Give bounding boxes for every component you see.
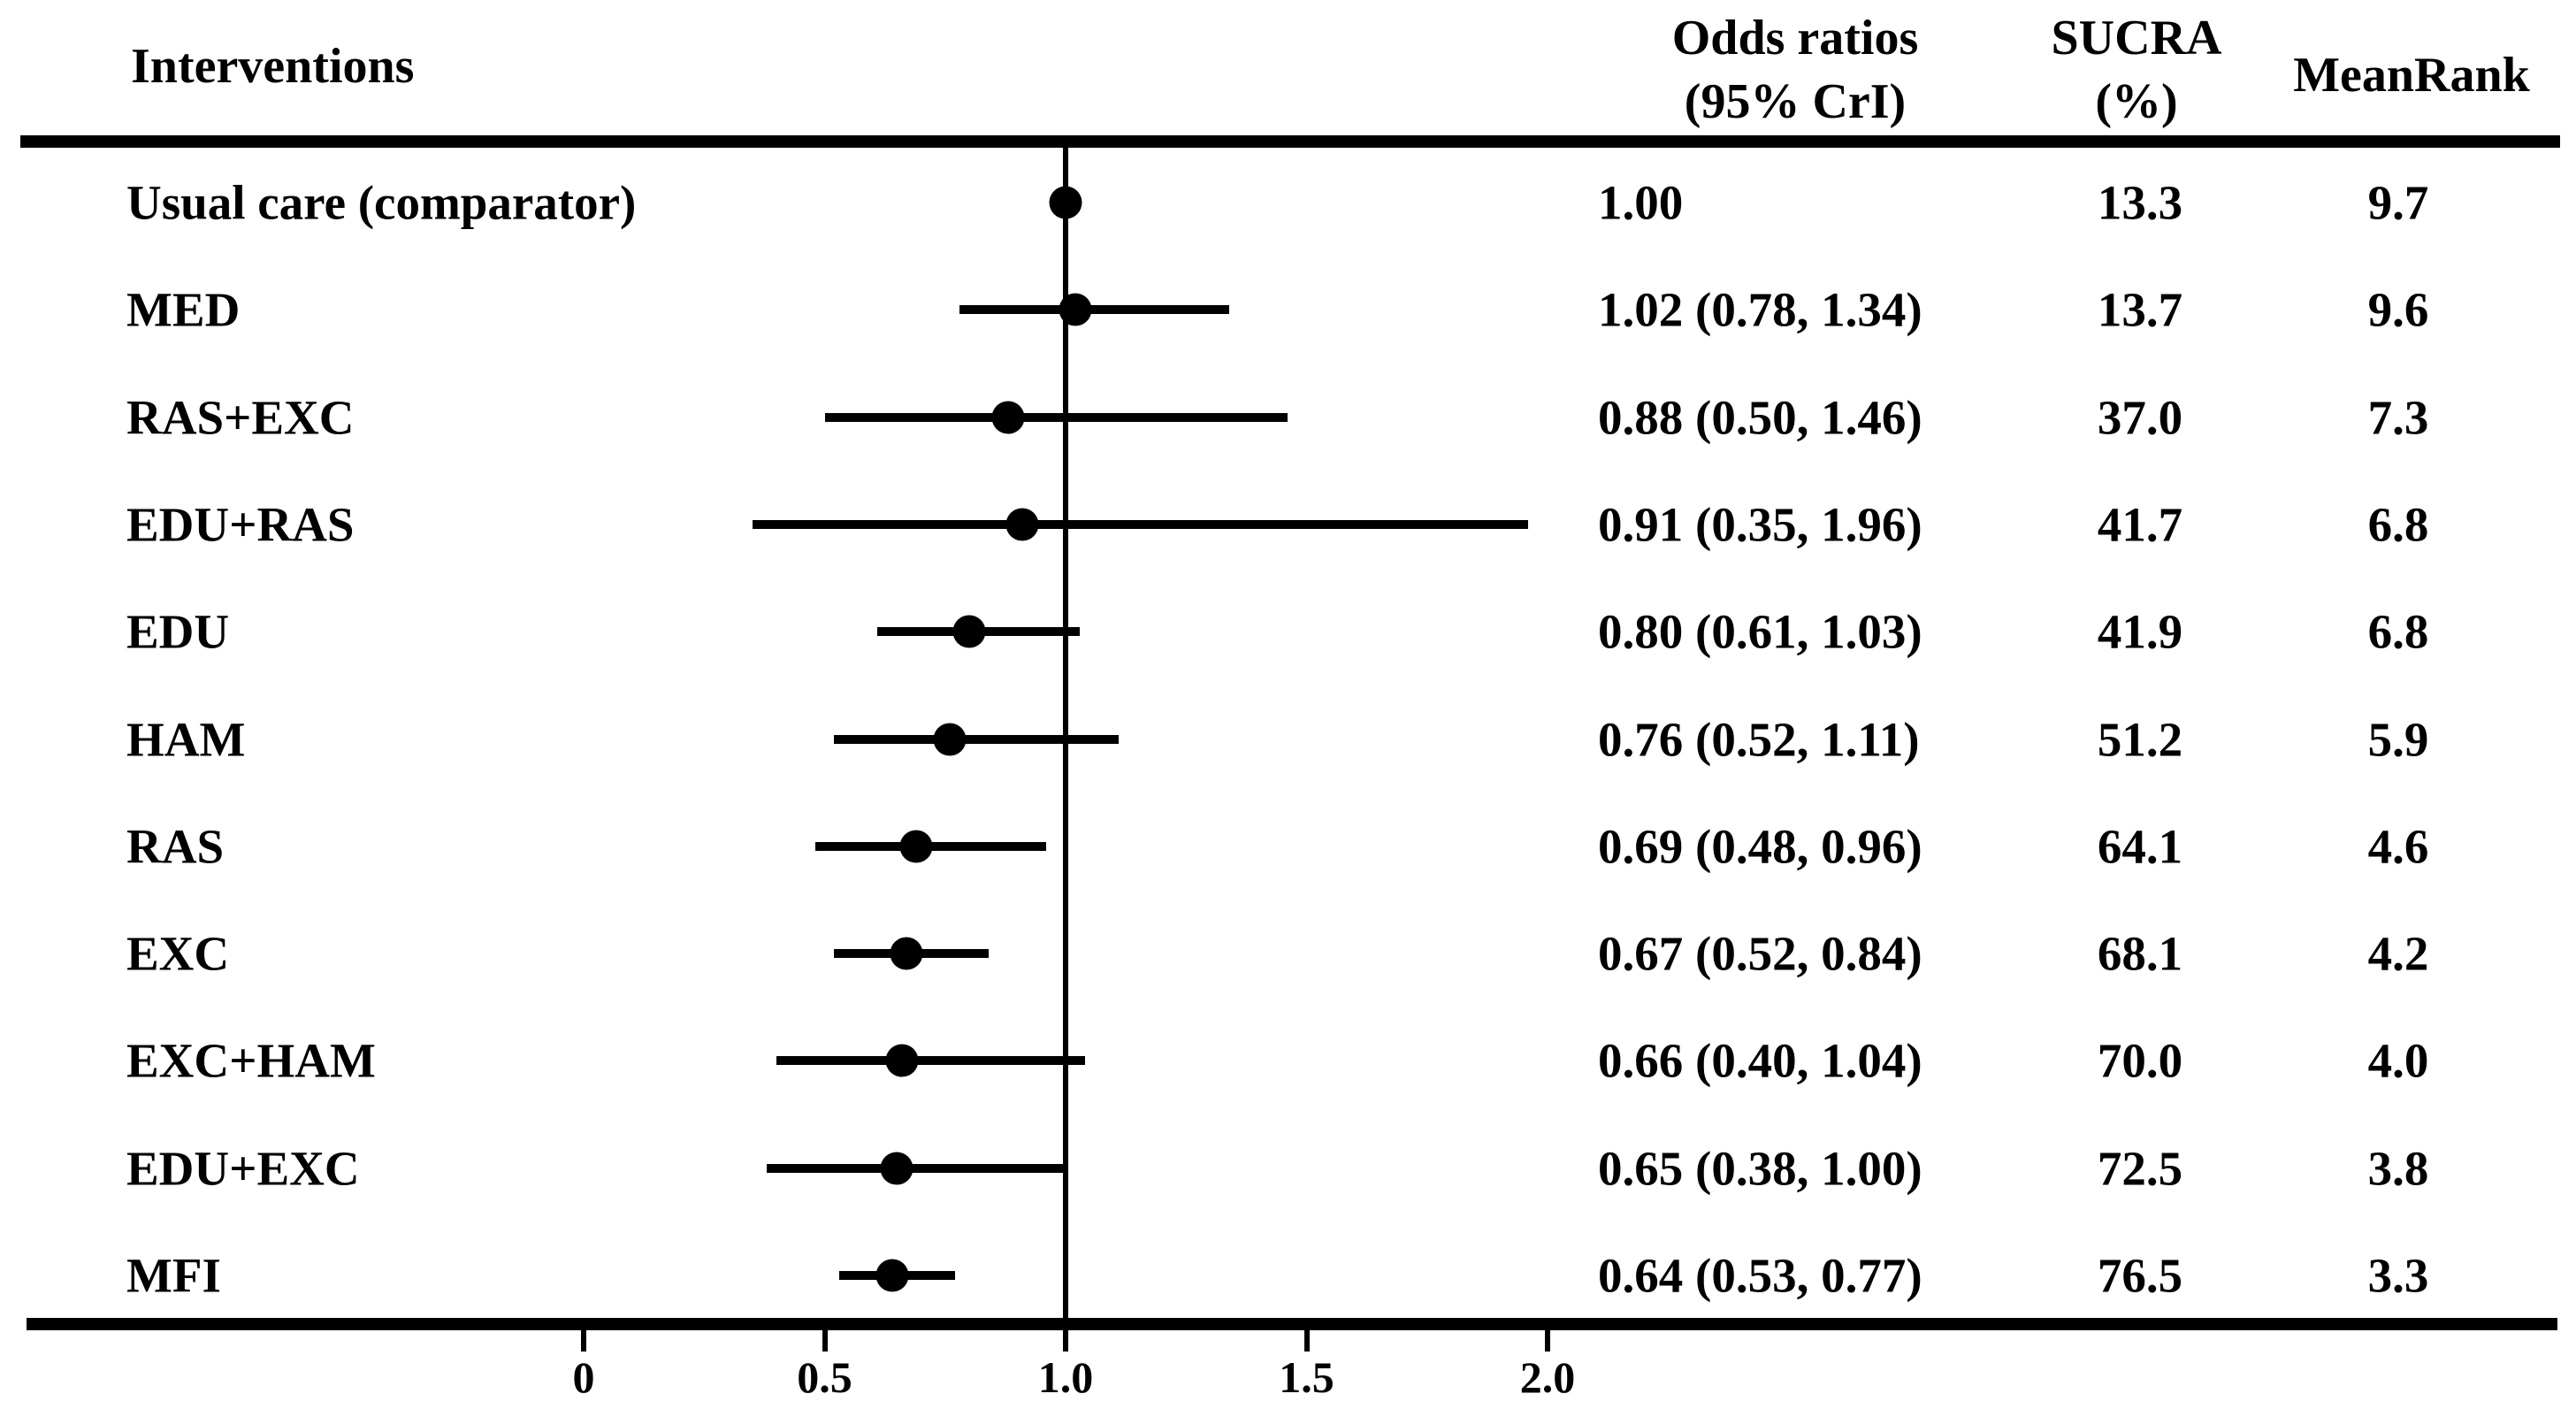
sucra-value: 41.9	[2097, 604, 2183, 659]
or-point-marker	[952, 615, 986, 648]
axis-tick-label: 2.0	[1519, 1352, 1576, 1402]
meanrank-value: 4.2	[2367, 926, 2429, 981]
sucra-header-line1: SUCRA	[2051, 11, 2222, 65]
sucra-value: 72.5	[2097, 1141, 2183, 1196]
sucra-value: 51.2	[2097, 712, 2183, 766]
meanrank-value: 6.8	[2367, 497, 2429, 552]
or-point-marker	[933, 723, 967, 755]
row-label: EDU	[126, 604, 230, 659]
or-point-marker	[899, 830, 933, 863]
meanrank-value: 6.8	[2367, 604, 2429, 659]
meanrank-value: 9.7	[2367, 175, 2429, 230]
or-point-marker	[875, 1259, 909, 1292]
odds-ratios-column-header: Odds ratios (95% CrI)	[1672, 7, 1919, 134]
sucra-value: 41.7	[2097, 497, 2183, 552]
sucra-value: 76.5	[2097, 1248, 2183, 1303]
reference-line-or-1	[1063, 148, 1068, 1318]
sucra-value: 37.0	[2097, 390, 2183, 445]
axis-tick-label: 0.5	[797, 1352, 852, 1402]
ci-whisker-line	[776, 1056, 1085, 1066]
sucra-value: 70.0	[2097, 1033, 2183, 1088]
or-point-marker	[880, 1152, 913, 1185]
row-label: MED	[126, 282, 241, 337]
axis-tick	[822, 1330, 828, 1352]
meanrank-column-header: MeanRank	[2293, 48, 2530, 103]
odds-ratios-header-line1: Odds ratios	[1671, 11, 1919, 65]
odds-ratio-value: 0.64 (0.53, 0.77)	[1598, 1248, 1922, 1303]
row-label: EDU+EXC	[126, 1141, 360, 1196]
axis-tick-label: 0	[572, 1352, 595, 1402]
sucra-column-header: SUCRA (%)	[2052, 7, 2222, 134]
odds-ratio-value: 0.69 (0.48, 0.96)	[1598, 819, 1922, 874]
axis-tick	[1545, 1330, 1550, 1352]
ci-whisker-line	[752, 519, 1529, 529]
axis-tick	[1063, 1330, 1068, 1352]
sucra-value: 64.1	[2097, 819, 2183, 874]
row-label: MFI	[126, 1248, 221, 1303]
row-label: RAS+EXC	[126, 390, 355, 445]
odds-ratios-header-line2: (95% CrI)	[1684, 73, 1907, 129]
sucra-header-line2: (%)	[2095, 73, 2178, 129]
or-point-marker	[1059, 293, 1092, 326]
odds-ratio-value: 1.00	[1598, 175, 1684, 230]
odds-ratio-value: 0.88 (0.50, 1.46)	[1598, 390, 1922, 445]
ci-whisker-line	[959, 305, 1230, 315]
odds-ratio-value: 0.66 (0.40, 1.04)	[1598, 1033, 1922, 1088]
ci-whisker-line	[834, 734, 1119, 744]
odds-ratio-value: 1.02 (0.78, 1.34)	[1598, 282, 1922, 337]
meanrank-value: 3.3	[2367, 1248, 2429, 1303]
row-label: EXC	[126, 926, 230, 981]
axis-tick-label: 1.0	[1037, 1352, 1094, 1402]
meanrank-value: 5.9	[2367, 712, 2429, 766]
ci-whisker-line	[767, 1163, 1066, 1173]
axis-tick	[581, 1330, 586, 1352]
row-label: RAS	[126, 819, 225, 874]
or-point-marker	[885, 1044, 919, 1077]
odds-ratio-value: 0.67 (0.52, 0.84)	[1598, 926, 1922, 981]
odds-ratio-value: 0.76 (0.52, 1.11)	[1598, 712, 1920, 766]
sucra-value: 68.1	[2097, 926, 2183, 981]
odds-ratio-value: 0.80 (0.61, 1.03)	[1598, 604, 1922, 659]
axis-tick	[1303, 1330, 1310, 1352]
row-label: EXC+HAM	[126, 1033, 376, 1088]
meanrank-value: 4.6	[2367, 819, 2429, 874]
sucra-value: 13.3	[2097, 175, 2183, 230]
row-label: HAM	[126, 712, 246, 766]
sucra-value: 13.7	[2097, 282, 2183, 337]
row-label: EDU+RAS	[126, 497, 355, 552]
or-point-marker	[890, 937, 923, 970]
meanrank-value: 4.0	[2367, 1033, 2429, 1088]
meanrank-value: 9.6	[2367, 282, 2429, 337]
or-point-marker	[1005, 508, 1039, 541]
header-separator-rule	[20, 135, 2560, 148]
axis-tick-label: 1.5	[1279, 1352, 1334, 1402]
interventions-column-header: Interventions	[131, 39, 415, 94]
or-point-marker	[1049, 186, 1082, 219]
or-point-marker	[991, 401, 1025, 434]
odds-ratio-value: 0.91 (0.35, 1.96)	[1598, 497, 1922, 552]
row-label: Usual care (comparator)	[126, 175, 637, 230]
meanrank-value: 7.3	[2367, 390, 2429, 445]
meanrank-value: 3.8	[2367, 1141, 2429, 1196]
axis-baseline-rule	[27, 1318, 2557, 1330]
odds-ratio-value: 0.65 (0.38, 1.00)	[1598, 1141, 1922, 1196]
ci-whisker-line	[824, 412, 1288, 422]
